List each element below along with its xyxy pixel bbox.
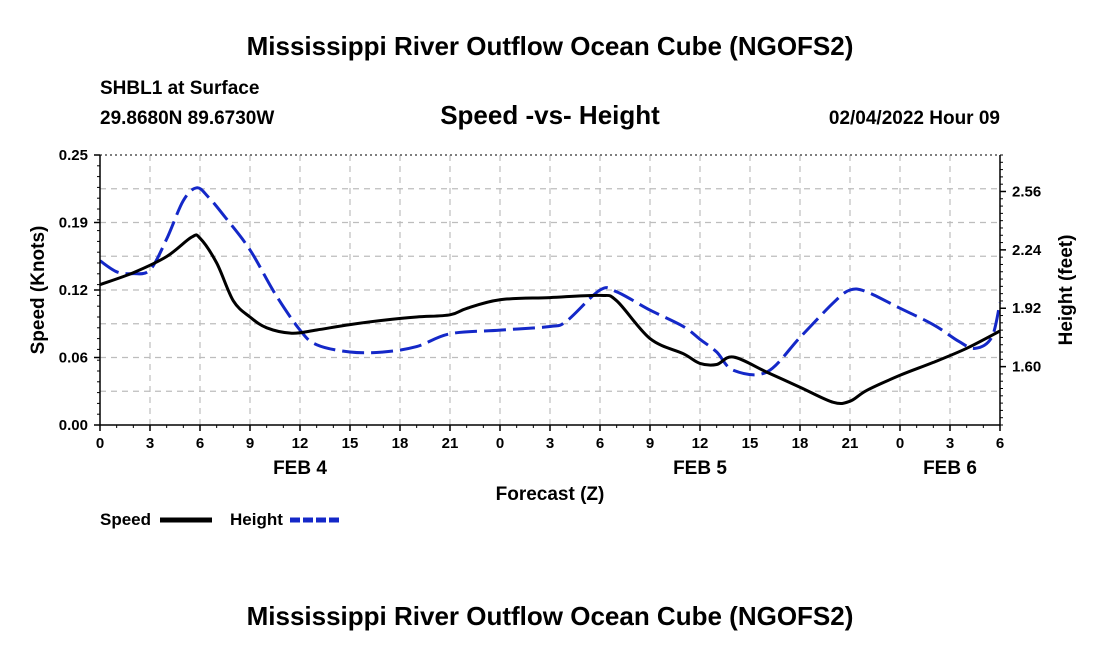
x-tick-label: 3 — [946, 435, 954, 452]
y-right-tick-label: 1.60 — [1012, 359, 1041, 376]
y-left-tick-label: 0.25 — [59, 147, 88, 164]
x-tick-label: 18 — [392, 435, 409, 452]
date-label: FEB 6 — [923, 458, 977, 479]
x-tick-label: 21 — [842, 435, 859, 452]
date-label: FEB 5 — [673, 458, 727, 479]
chart-subtitle: Speed -vs- Height — [440, 100, 660, 130]
y-axis-right-label: Height (feet) — [1056, 235, 1077, 346]
x-axis-label: Forecast (Z) — [496, 484, 605, 505]
x-tick-label: 9 — [646, 435, 654, 452]
y-right-tick-label: 2.56 — [1012, 183, 1041, 200]
x-tick-label: 12 — [692, 435, 709, 452]
x-tick-label: 9 — [246, 435, 254, 452]
datetime-label: 02/04/2022 Hour 09 — [829, 108, 1000, 129]
station-label: SHBL1 at Surface — [100, 78, 259, 99]
legend: Speed Height — [100, 510, 342, 529]
y-axis-left-label: Speed (Knots) — [28, 226, 49, 355]
y-right-tick-label: 2.24 — [1012, 242, 1042, 259]
grid-lines — [100, 155, 1000, 425]
y-left-tick-label: 0.06 — [59, 350, 88, 367]
series-line-speed — [99, 233, 1001, 406]
x-tick-label: 12 — [292, 435, 309, 452]
y-left-tick-label: 0.19 — [59, 215, 88, 232]
y-right-tick-label: 1.92 — [1012, 300, 1041, 317]
x-tick-label: 0 — [96, 435, 104, 452]
chart-title: Mississippi River Outflow Ocean Cube (NG… — [247, 31, 854, 61]
x-tick-label: 3 — [546, 435, 554, 452]
x-tick-label: 0 — [896, 435, 904, 452]
x-tick-label: 6 — [996, 435, 1004, 452]
series-lines — [99, 186, 1002, 406]
x-tick-label: 18 — [792, 435, 809, 452]
x-tick-label: 0 — [496, 435, 504, 452]
x-tick-label: 6 — [196, 435, 204, 452]
x-tick-label: 21 — [442, 435, 459, 452]
axis-ticks: 0 3 6 9 12 15 18 21 0 3 6 9 12 15 18 21 0 3 6 FEB 4 FEB 5 FEB… — [59, 147, 1042, 479]
legend-speed-label: Speed — [100, 510, 151, 529]
x-tick-label: 15 — [742, 435, 759, 452]
date-label: FEB 4 — [273, 458, 327, 479]
x-tick-label: 15 — [342, 435, 359, 452]
series-line-height — [99, 186, 1002, 377]
legend-height-label: Height — [230, 510, 283, 529]
y-left-tick-label: 0.00 — [59, 417, 88, 434]
x-tick-label: 6 — [596, 435, 604, 452]
location-label: 29.8680N 89.6730W — [100, 108, 274, 129]
x-tick-label: 3 — [146, 435, 154, 452]
footer-title: Mississippi River Outflow Ocean Cube (NG… — [247, 601, 854, 631]
y-left-tick-label: 0.12 — [59, 282, 88, 299]
